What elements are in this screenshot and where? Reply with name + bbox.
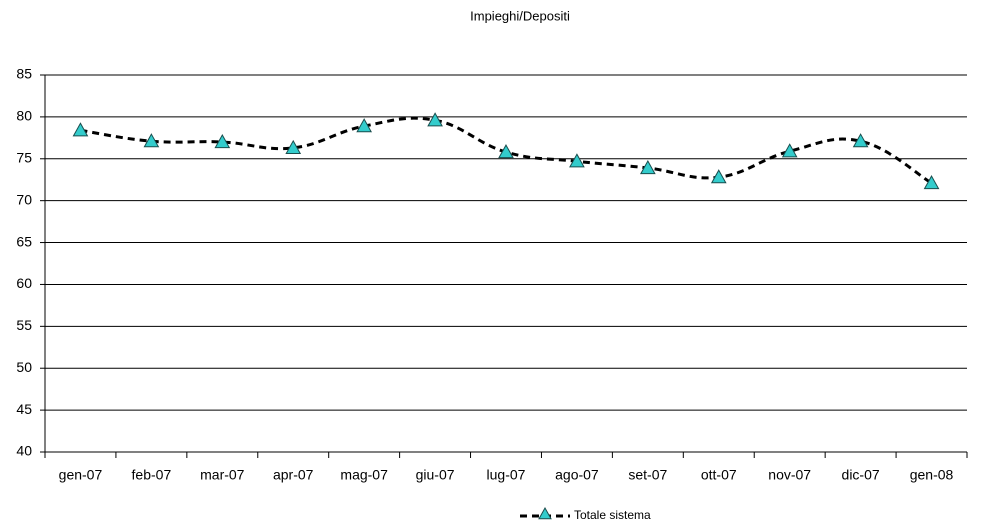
y-tick-label: 60 [16, 275, 32, 291]
marker [639, 159, 656, 175]
marker [569, 153, 585, 168]
x-tick-label: gen-08 [910, 467, 954, 483]
marker [214, 133, 231, 149]
x-tick-label: dic-07 [842, 467, 880, 483]
legend-marker [538, 506, 552, 520]
x-tick-label: set-07 [628, 467, 667, 483]
x-tick-label: nov-07 [768, 467, 811, 483]
y-tick-label: 55 [16, 317, 32, 333]
y-tick-label: 70 [16, 191, 32, 207]
x-tick-label: mar-07 [200, 467, 245, 483]
x-tick-label: ott-07 [701, 467, 737, 483]
y-tick-label: 45 [16, 401, 32, 417]
marker [427, 112, 443, 127]
marker [498, 144, 514, 159]
x-tick-label: giu-07 [416, 467, 455, 483]
x-tick-label: gen-07 [59, 467, 103, 483]
x-tick-label: mag-07 [340, 467, 388, 483]
marker [781, 143, 798, 158]
marker [852, 133, 869, 148]
x-tick-label: apr-07 [273, 467, 314, 483]
y-tick-label: 80 [16, 108, 32, 124]
legend-label: Totale sistema [574, 508, 651, 522]
y-tick-label: 40 [16, 443, 32, 459]
marker [923, 175, 940, 190]
marker [72, 122, 89, 137]
marker [143, 133, 160, 148]
y-tick-label: 85 [16, 66, 32, 82]
x-tick-label: feb-07 [132, 467, 172, 483]
marker [356, 118, 373, 133]
y-tick-label: 50 [16, 359, 32, 375]
y-tick-label: 65 [16, 233, 32, 249]
y-tick-label: 75 [16, 149, 32, 165]
chart-title: Impieghi/Depositi [470, 8, 570, 23]
x-tick-label: lug-07 [487, 467, 526, 483]
x-tick-label: ago-07 [555, 467, 599, 483]
marker [710, 169, 727, 184]
marker [285, 139, 302, 154]
